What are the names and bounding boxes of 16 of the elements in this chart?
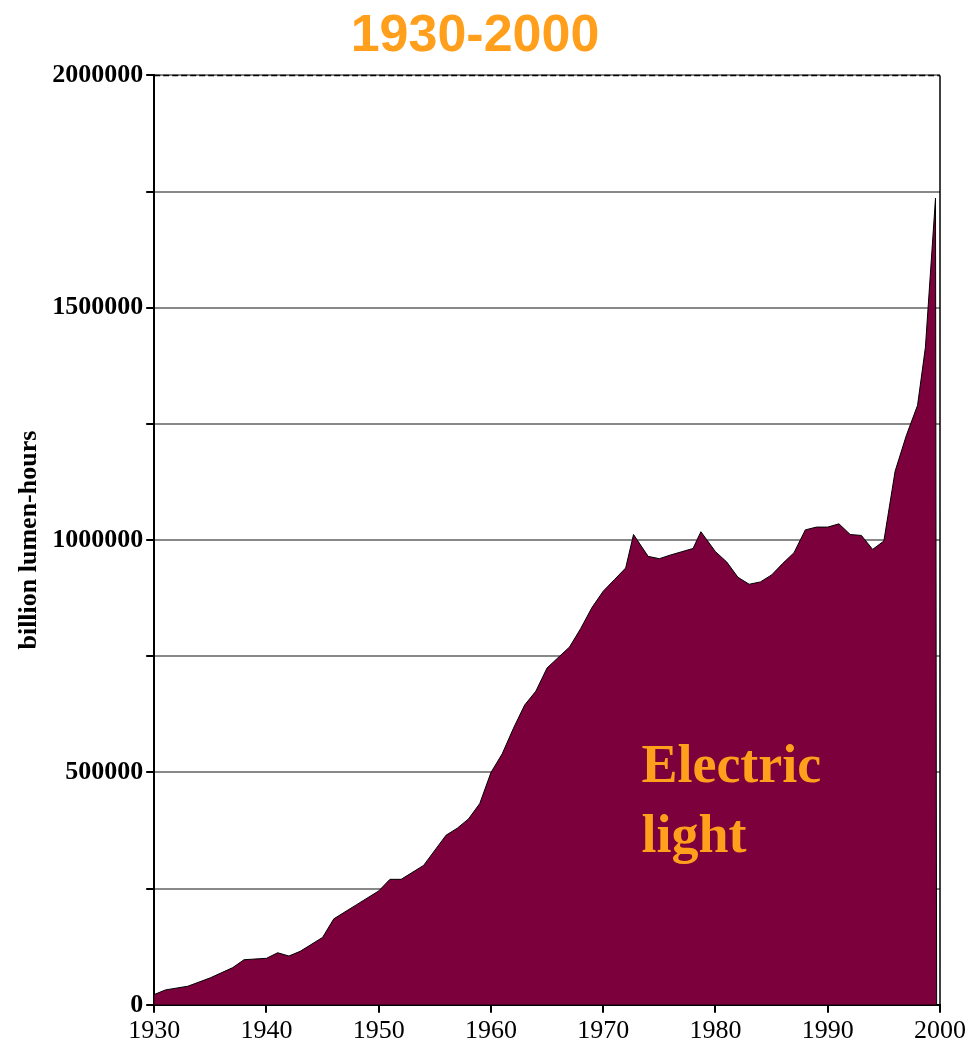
chart-title: 1930-2000 xyxy=(350,3,600,62)
x-tick-label: 1950 xyxy=(352,1015,405,1045)
y-tick-label: 1500000 xyxy=(52,291,144,321)
y-tick-label: 2000000 xyxy=(52,59,144,89)
x-tick-label: 1940 xyxy=(240,1015,293,1045)
y-tick-label: 0 xyxy=(130,988,144,1018)
y-axis-title: billion lumen-hours xyxy=(13,430,43,650)
x-tick-label: 1980 xyxy=(689,1015,742,1045)
y-tick-label: 500000 xyxy=(65,756,144,786)
x-tick-label: 1930 xyxy=(128,1015,181,1045)
x-tick-label: 1990 xyxy=(801,1015,854,1045)
series-label: Electric light xyxy=(641,733,822,864)
x-tick-label: 2000 xyxy=(914,1015,966,1045)
y-tick-label: 1000000 xyxy=(52,523,144,553)
x-tick-label: 1960 xyxy=(464,1015,517,1045)
x-tick-label: 1970 xyxy=(577,1015,630,1045)
